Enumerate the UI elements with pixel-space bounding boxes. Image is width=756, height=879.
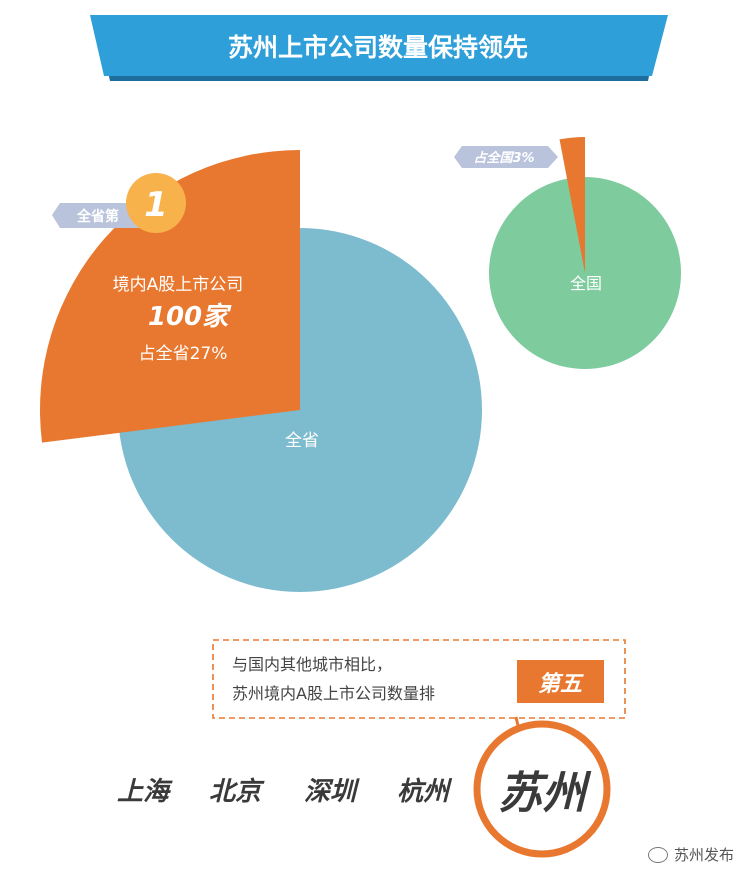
banner-shape (90, 15, 668, 76)
rank-badge (126, 173, 186, 233)
city-list: 上海 北京 深圳 杭州 苏州 (117, 720, 611, 858)
note-line2: 苏州境内A股上市公司数量排 (232, 684, 435, 703)
nation-pie-label: 全国 (570, 274, 602, 293)
rank-badge-box (517, 660, 604, 703)
wechat-icon (647, 846, 668, 863)
nation-share-text: 占全国3% (473, 150, 534, 166)
city-item: 上海 (117, 777, 173, 807)
note-dashed-box (212, 639, 626, 719)
page-title: 苏州上市公司数量保持领先 (228, 33, 528, 62)
rank-badge-text: 第五 (538, 671, 584, 697)
highlight-circle (473, 720, 611, 858)
city-item-highlighted: 苏州 (498, 768, 592, 819)
ranking-note: 与国内其他城市相比， 苏州境内A股上市公司数量排 第五 (212, 639, 626, 745)
province-count: 100家 (148, 302, 232, 332)
rank-tag (52, 203, 142, 228)
province-annotation: 全省第 1 境内A股上市公司 100家 占全省27% (52, 173, 243, 364)
province-share: 占全省27% (139, 344, 228, 364)
note-line1: 与国内其他城市相比， (232, 655, 392, 674)
rank-prefix: 全省第 (76, 208, 119, 225)
city-item: 杭州 (397, 777, 453, 807)
province-pie: 全省 (39, 149, 482, 592)
nation-pie-highlight-slice (559, 137, 585, 273)
city-item: 北京 (209, 777, 265, 807)
province-pie-highlight-slice (39, 149, 300, 443)
province-pie-label: 全省 (285, 431, 319, 451)
province-line1: 境内A股上市公司 (113, 275, 244, 295)
city-item: 深圳 (304, 777, 360, 807)
rank-number: 1 (144, 185, 168, 225)
watermark: 苏州发布 (647, 844, 734, 865)
watermark-text: 苏州发布 (673, 846, 734, 864)
nation-share-tag (454, 146, 558, 168)
nation-pie: 全国 占全国3% (454, 137, 681, 369)
title-banner: 苏州上市公司数量保持领先 (90, 15, 668, 81)
